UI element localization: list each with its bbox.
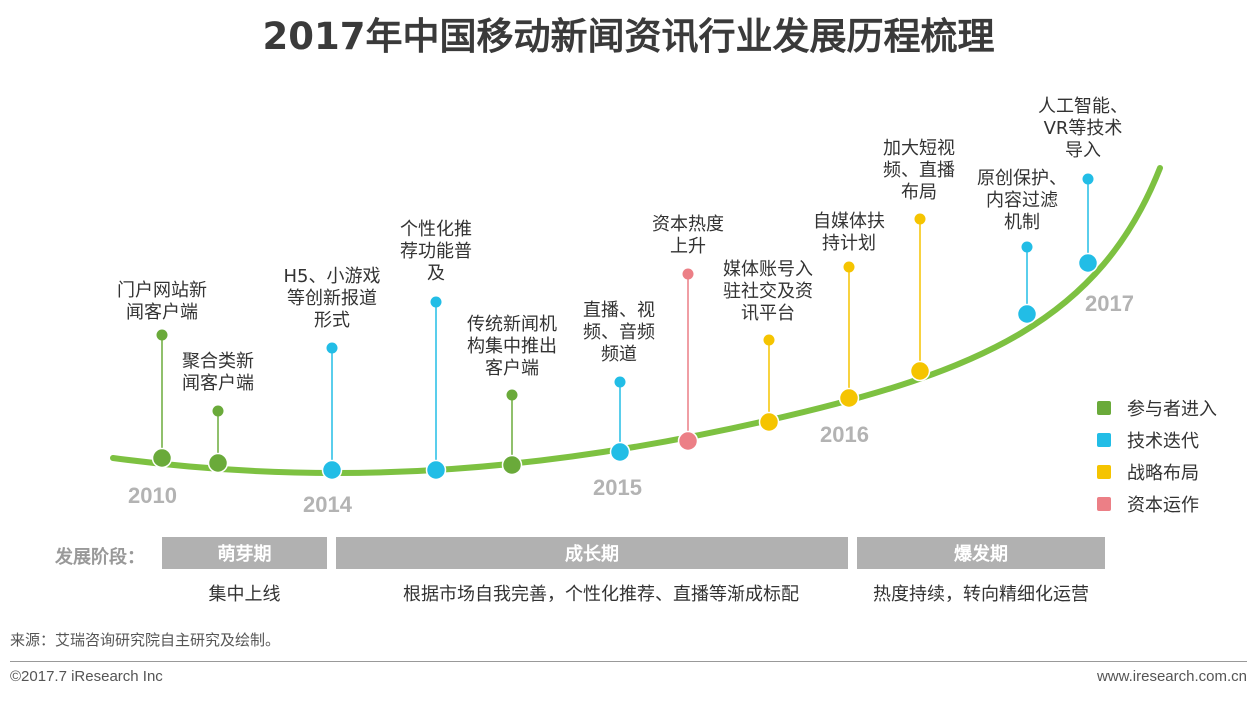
event-tip-dot xyxy=(430,296,442,308)
event-label-media-accounts: 媒体账号入 驻社交及资 讯平台 xyxy=(723,259,813,324)
page-title: 2017年中国移动新闻资讯行业发展历程梳理 xyxy=(262,15,995,58)
event-tip-dot xyxy=(1082,173,1094,185)
legend-item-strategy: 战略布局 xyxy=(1097,456,1217,488)
event-marker-strategy xyxy=(838,387,860,409)
year-label-2016: 2016 xyxy=(820,422,869,447)
event-label-ai-vr: 人工智能、 VR等技术 导入 xyxy=(1038,96,1128,161)
event-marker-tech xyxy=(321,459,343,481)
event-tip-dot xyxy=(914,213,926,225)
stage-desc-growth: 根据市场自我完善，个性化推荐、直播等渐成标配 xyxy=(403,584,799,605)
stage-desc-budding: 集中上线 xyxy=(208,584,281,605)
footer-divider xyxy=(10,661,1247,662)
event-marker-capital xyxy=(677,430,699,452)
event-label-aggregator-news: 聚合类新 闻客户端 xyxy=(182,351,254,394)
year-label-2014: 2014 xyxy=(303,492,353,517)
year-label-2010: 2010 xyxy=(128,483,177,508)
event-marker-entrant xyxy=(207,452,229,474)
legend-swatch-entrant xyxy=(1097,401,1111,415)
event-label-personalization: 个性化推 荐功能普 及 xyxy=(400,219,472,284)
legend-label-strategy: 战略布局 xyxy=(1127,463,1199,484)
event-marker-strategy xyxy=(758,411,780,433)
event-label-portal-news: 门户网站新 闻客户端 xyxy=(117,280,207,323)
event-marker-tech xyxy=(1016,303,1038,325)
stage-bar-budding: 萌芽期 xyxy=(162,537,327,569)
event-label-short-video: 加大短视 频、直播 布局 xyxy=(883,138,955,203)
copyright: ©2017.7 iResearch Inc xyxy=(10,668,163,685)
event-marker-entrant xyxy=(501,454,523,476)
event-marker-tech xyxy=(609,441,631,463)
event-tip-dot xyxy=(326,342,338,354)
event-tip-dot xyxy=(156,329,168,341)
event-label-self-media: 自媒体扶 持计划 xyxy=(813,211,885,254)
event-marker-entrant xyxy=(151,447,173,469)
event-marker-strategy xyxy=(909,360,931,382)
legend-item-capital: 资本运作 xyxy=(1097,488,1217,520)
event-tip-dot xyxy=(506,389,518,401)
year-label-2017: 2017 xyxy=(1085,291,1134,316)
growth-curve xyxy=(110,165,1163,477)
event-tip-dot xyxy=(1021,241,1033,253)
year-label-2015: 2015 xyxy=(593,475,642,500)
source-note: 来源：艾瑞咨询研究院自主研究及绘制。 xyxy=(10,631,281,649)
stage-heading: 发展阶段： xyxy=(55,547,145,568)
legend-swatch-tech xyxy=(1097,433,1111,447)
legend-item-tech: 技术迭代 xyxy=(1097,424,1217,456)
event-marker-tech xyxy=(1077,252,1099,274)
event-label-traditional-media: 传统新闻机 构集中推出 客户端 xyxy=(467,314,557,379)
stage-bar-explosion: 爆发期 xyxy=(857,537,1105,569)
event-tip-dot xyxy=(614,376,626,388)
event-tip-dot xyxy=(212,405,224,417)
legend-label-tech: 技术迭代 xyxy=(1127,431,1199,452)
event-tip-dot xyxy=(843,261,855,273)
legend-label-capital: 资本运作 xyxy=(1127,495,1199,516)
stage-desc-explosion: 热度持续，转向精细化运营 xyxy=(873,584,1089,605)
event-label-live-video: 直播、视 频、音频 频道 xyxy=(583,300,655,365)
event-label-capital-heat: 资本热度 上升 xyxy=(652,214,724,257)
event-label-originality: 原创保护、 内容过滤 机制 xyxy=(977,168,1067,233)
legend-label-entrant: 参与者进入 xyxy=(1127,399,1217,420)
event-tip-dot xyxy=(763,334,775,346)
event-label-h5-games: H5、小游戏 等创新报道 形式 xyxy=(283,266,381,331)
event-marker-tech xyxy=(425,459,447,481)
legend: 参与者进入 技术迭代 战略布局 资本运作 xyxy=(1097,392,1217,520)
stage-bar-growth: 成长期 xyxy=(336,537,848,569)
legend-swatch-strategy xyxy=(1097,465,1111,479)
event-tip-dot xyxy=(682,268,694,280)
timeline-chart: 2010 2014 2015 2016 2017 xyxy=(110,165,1163,517)
legend-swatch-capital xyxy=(1097,497,1111,511)
legend-item-entrant: 参与者进入 xyxy=(1097,392,1217,424)
website-link[interactable]: www.iresearch.com.cn xyxy=(1096,668,1247,685)
